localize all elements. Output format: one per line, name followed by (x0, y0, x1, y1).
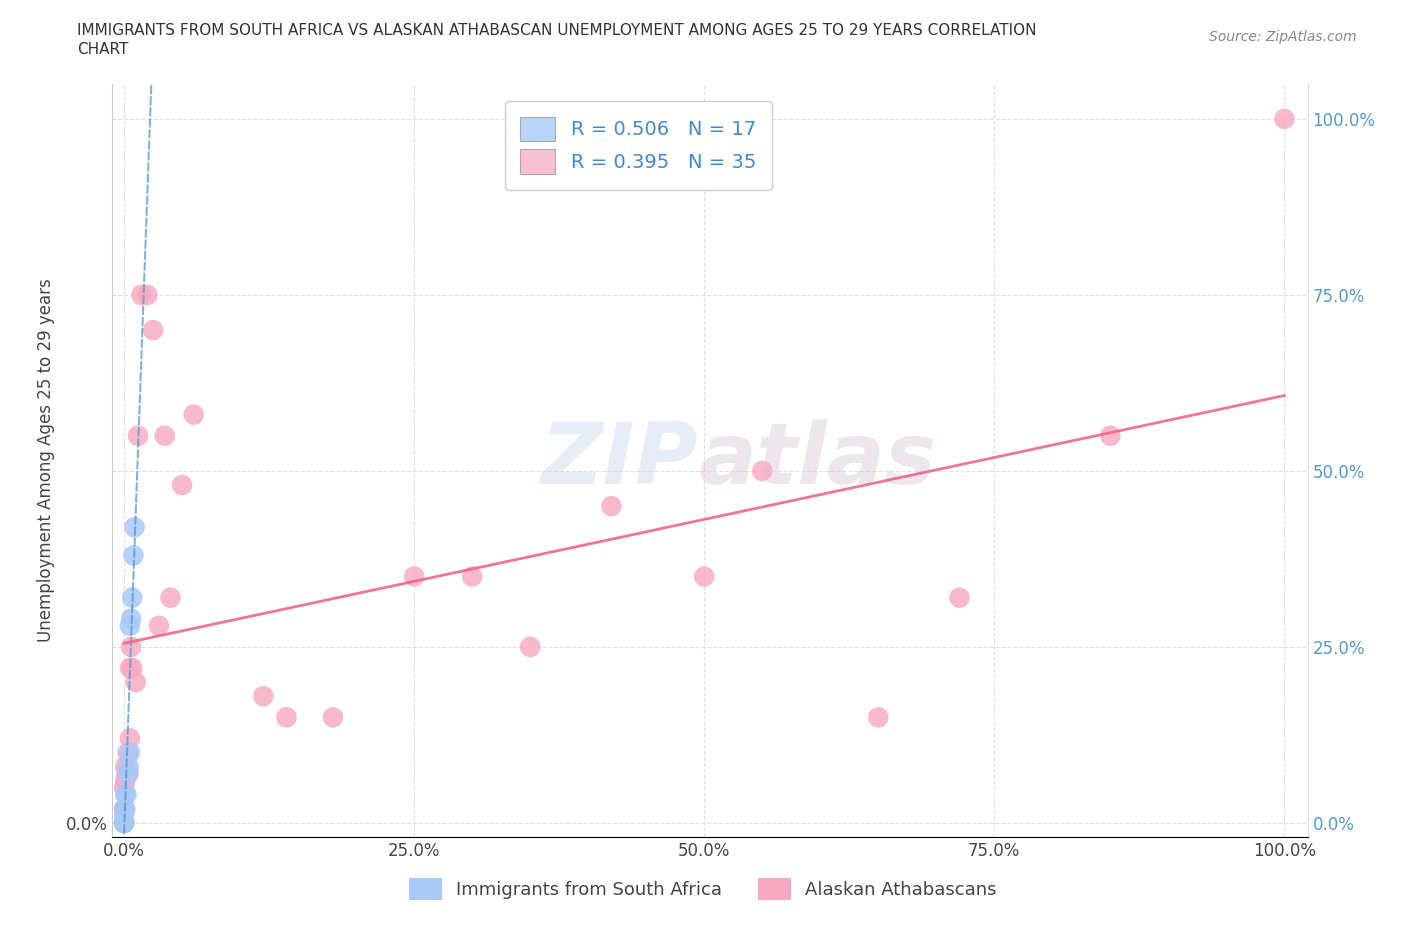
Y-axis label: Unemployment Among Ages 25 to 29 years: Unemployment Among Ages 25 to 29 years (37, 278, 55, 643)
Point (112, 816, 135, 830)
Point (117, 745, 139, 760)
Point (1272, 112, 1295, 126)
Legend: R = 0.506   N = 17, R = 0.395   N = 35: R = 0.506 N = 17, R = 0.395 N = 35 (505, 101, 772, 190)
Point (125, 674, 148, 689)
Point (1099, 429, 1122, 444)
Point (118, 766, 141, 781)
Point (120, 640, 142, 655)
Text: Source: ZipAtlas.com: Source: ZipAtlas.com (1209, 30, 1357, 44)
Point (122, 548, 145, 563)
Point (118, 618, 141, 633)
Point (121, 660, 143, 675)
Point (114, 773, 136, 788)
Point (112, 816, 135, 830)
Point (118, 759, 141, 774)
Point (114, 802, 136, 817)
Point (159, 591, 181, 605)
Point (404, 569, 426, 584)
Point (276, 710, 298, 724)
Point (600, 498, 623, 513)
Point (112, 780, 135, 795)
Text: ZIP: ZIP (540, 418, 699, 502)
Point (115, 788, 138, 803)
Point (172, 477, 194, 492)
Point (136, 287, 159, 302)
Point (112, 802, 135, 817)
Point (142, 323, 165, 338)
Point (519, 640, 541, 655)
Point (117, 766, 139, 781)
Text: atlas: atlas (699, 418, 936, 502)
Point (114, 788, 136, 803)
Point (153, 429, 176, 444)
Point (115, 766, 138, 781)
Point (114, 759, 136, 774)
Point (148, 618, 170, 633)
Point (868, 710, 890, 724)
Point (112, 816, 135, 830)
Point (112, 816, 135, 830)
Text: CHART: CHART (77, 42, 129, 57)
Point (252, 689, 274, 704)
Point (131, 287, 153, 302)
Point (124, 520, 146, 535)
Legend: Immigrants from South Africa, Alaskan Athabascans: Immigrants from South Africa, Alaskan At… (402, 870, 1004, 907)
Point (120, 611, 142, 626)
Text: IMMIGRANTS FROM SOUTH AFRICA VS ALASKAN ATHABASCAN UNEMPLOYMENT AMONG AGES 25 TO: IMMIGRANTS FROM SOUTH AFRICA VS ALASKAN … (77, 23, 1036, 38)
Point (693, 569, 716, 584)
Point (121, 591, 143, 605)
Point (118, 660, 141, 675)
Point (751, 463, 773, 478)
Point (461, 569, 484, 584)
Point (112, 816, 135, 830)
Point (127, 429, 149, 444)
Point (112, 802, 135, 817)
Point (183, 407, 205, 422)
Point (118, 731, 141, 746)
Point (112, 808, 135, 823)
Point (118, 745, 141, 760)
Point (948, 591, 970, 605)
Point (322, 710, 344, 724)
